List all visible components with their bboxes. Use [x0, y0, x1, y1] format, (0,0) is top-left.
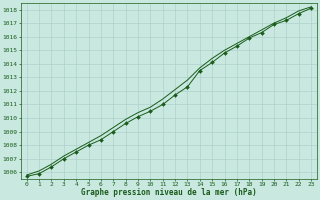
X-axis label: Graphe pression niveau de la mer (hPa): Graphe pression niveau de la mer (hPa): [81, 188, 257, 197]
